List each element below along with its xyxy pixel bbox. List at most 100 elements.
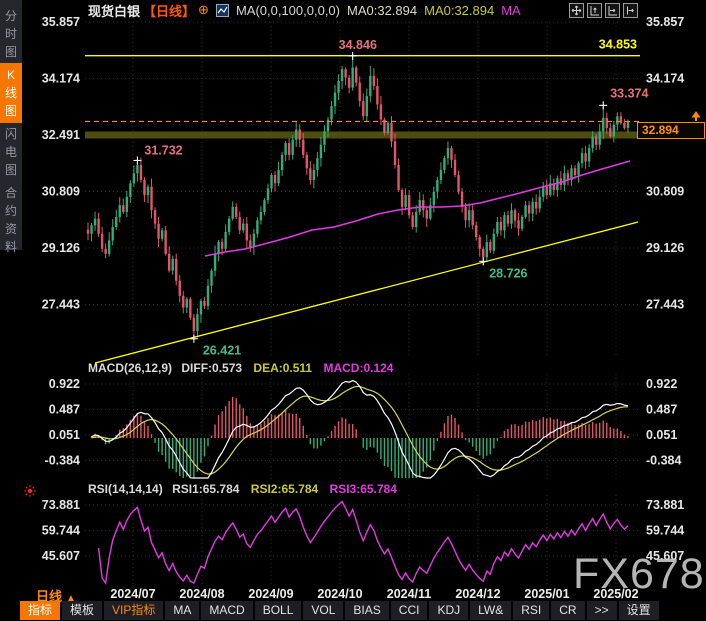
candle bbox=[510, 210, 513, 224]
rsi-tick-left: 59.744 bbox=[42, 524, 80, 538]
candle bbox=[235, 206, 238, 217]
candle bbox=[549, 183, 552, 196]
y-axis-tick-right: 34.174 bbox=[646, 72, 684, 86]
candle bbox=[612, 124, 616, 137]
candle bbox=[153, 210, 157, 224]
sidebar-tab-1[interactable]: 分时图 bbox=[4, 9, 17, 59]
x-axis-label: 2025/01 bbox=[524, 587, 570, 601]
x-axis-label: 2024/07 bbox=[110, 587, 156, 601]
candle bbox=[457, 174, 460, 192]
candle bbox=[556, 178, 559, 191]
candle bbox=[157, 223, 160, 239]
rsi3: RSI3:65.784 bbox=[329, 482, 397, 496]
candle bbox=[591, 136, 594, 149]
pan-crosshair-icon[interactable] bbox=[569, 3, 584, 18]
price-annotation: 28.726 bbox=[489, 266, 527, 280]
mini-chart-icon bbox=[215, 3, 229, 17]
candle bbox=[471, 210, 474, 226]
toolbar-item-2[interactable]: 模板 bbox=[62, 601, 103, 620]
candle bbox=[397, 164, 400, 191]
candle bbox=[552, 183, 556, 191]
current-price-box: 32.894 bbox=[637, 122, 705, 139]
ma0-value-2: MA0:32.894 bbox=[424, 2, 495, 18]
rsi-tick-left: 73.881 bbox=[42, 498, 80, 512]
rsi1: RSI1:65.784 bbox=[172, 482, 240, 496]
ma-params: MA(0,0,100,0,0,0) bbox=[235, 2, 340, 18]
x-axis-label: 2024/09 bbox=[248, 587, 294, 601]
toolbar-item-15[interactable]: 设置 bbox=[618, 601, 659, 620]
candle bbox=[220, 242, 224, 249]
toolbar-item-5[interactable]: MACD bbox=[201, 601, 253, 620]
candle bbox=[263, 200, 266, 212]
toolbar-item-9[interactable]: CCI bbox=[390, 601, 428, 620]
period-selector[interactable]: 日线 ▲ bbox=[36, 586, 76, 605]
candle bbox=[160, 230, 164, 239]
scale-right-icon[interactable] bbox=[605, 3, 620, 18]
candle bbox=[450, 148, 453, 160]
candle bbox=[217, 242, 220, 254]
macd-header: MACD(26,12,9) DIFF:0.573 DEA:0.511 MACD:… bbox=[88, 361, 393, 375]
rsi-title[interactable]: RSI(14,14,14) bbox=[88, 482, 163, 496]
toolbar-item-6[interactable]: BOLL bbox=[254, 601, 302, 620]
candle bbox=[602, 117, 605, 132]
candle bbox=[609, 127, 612, 137]
toolbar-item-12[interactable]: RSI bbox=[513, 601, 550, 620]
candle bbox=[517, 220, 520, 229]
candle bbox=[340, 69, 344, 81]
candle bbox=[619, 116, 623, 123]
toolbar-item-11[interactable]: LW& bbox=[470, 601, 512, 620]
scale-up-icon[interactable] bbox=[587, 3, 602, 18]
candle bbox=[291, 139, 294, 155]
toolbar-item-1[interactable]: 指标 bbox=[20, 601, 61, 620]
y-axis-tick-right: 29.126 bbox=[646, 241, 684, 255]
macd-tick-right: 0.487 bbox=[646, 403, 677, 417]
candle bbox=[302, 139, 305, 155]
candle bbox=[164, 230, 167, 254]
candle bbox=[171, 258, 174, 271]
macd-value: MACD:0.124 bbox=[323, 361, 394, 375]
toolbar-item-10[interactable]: KDJ bbox=[429, 601, 469, 620]
shift-right-icon[interactable] bbox=[623, 3, 638, 18]
candle bbox=[573, 168, 577, 175]
macd-title[interactable]: MACD(26,12,9) bbox=[88, 361, 173, 375]
candle bbox=[132, 173, 136, 184]
price-annotation: 26.421 bbox=[203, 344, 241, 358]
candle bbox=[436, 180, 439, 192]
candle bbox=[386, 122, 390, 134]
rsi-header: RSI(14,14,14) RSI1:65.784 RSI2:65.784 RS… bbox=[88, 482, 397, 496]
candle bbox=[330, 106, 333, 120]
macd-tick-right: 0.922 bbox=[646, 377, 677, 391]
candle bbox=[351, 67, 354, 88]
toolbar-item-8[interactable]: BIAS bbox=[345, 601, 389, 620]
toolbar-item-14[interactable]: >> bbox=[586, 601, 617, 620]
resistance-label: 34.853 bbox=[599, 38, 637, 52]
sidebar-tab-4[interactable]: 合约资料 bbox=[4, 186, 17, 254]
candle bbox=[439, 169, 443, 181]
candle bbox=[499, 221, 503, 231]
rsi-tick-right: 45.607 bbox=[646, 549, 684, 563]
y-axis-tick-left: 32.491 bbox=[42, 128, 80, 142]
add-indicator-icon[interactable]: ⊕ bbox=[198, 2, 209, 17]
candle bbox=[333, 92, 337, 107]
candle bbox=[506, 215, 510, 224]
toolbar-item-13[interactable]: CR bbox=[551, 601, 585, 620]
toolbar-item-3[interactable]: VIP指标 bbox=[104, 601, 164, 620]
candle bbox=[203, 300, 206, 306]
candle bbox=[242, 223, 245, 231]
toolbar-item-4[interactable]: MA bbox=[165, 601, 200, 620]
candle bbox=[90, 225, 93, 234]
candle bbox=[136, 164, 139, 174]
price-annotation: 34.846 bbox=[339, 38, 377, 52]
chart-tool-icons bbox=[569, 3, 638, 18]
macd-tick-left: 0.051 bbox=[49, 428, 80, 442]
candle bbox=[122, 205, 125, 212]
candle bbox=[584, 153, 587, 162]
candle bbox=[344, 69, 347, 78]
sidebar-tab-3[interactable]: 闪电图 bbox=[4, 127, 17, 177]
alert-marker-icon[interactable] bbox=[23, 484, 37, 503]
toolbar-item-7[interactable]: VOL bbox=[303, 601, 344, 620]
period-badge[interactable]: 【日线】 bbox=[143, 3, 196, 19]
